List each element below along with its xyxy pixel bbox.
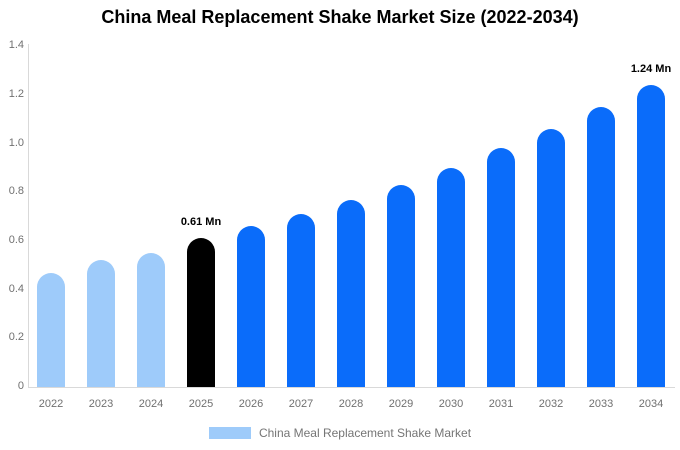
bar-2034[interactable] <box>637 85 665 387</box>
x-tick-label-2029: 2029 <box>388 398 414 410</box>
x-tick-label-2032: 2032 <box>538 398 564 410</box>
x-tick-label-2024: 2024 <box>138 398 164 410</box>
bar-2026[interactable] <box>237 226 265 387</box>
value-label-2025: 0.61 Mn <box>180 216 222 229</box>
value-label-2034: 1.24 Mn <box>630 63 672 76</box>
y-tick-label-0.8: 0.8 <box>8 185 24 198</box>
x-tick-label-2025: 2025 <box>188 398 214 410</box>
y-tick-label-0: 0 <box>17 380 24 392</box>
legend-swatch <box>208 427 251 439</box>
y-tick-label-0.6: 0.6 <box>8 233 24 246</box>
y-tick-label-0.2: 0.2 <box>8 331 24 344</box>
x-tick-label-2031: 2031 <box>488 398 514 410</box>
bar-2029[interactable] <box>387 184 415 387</box>
y-tick-label-0.4: 0.4 <box>8 282 24 295</box>
x-tick-label-2034: 2034 <box>638 398 664 410</box>
legend-label: China Meal Replacement Shake Market <box>258 426 472 440</box>
bar-2032[interactable] <box>537 128 565 387</box>
bar-2022[interactable] <box>37 272 65 387</box>
x-tick-label-2033: 2033 <box>588 398 614 410</box>
x-tick-label-2023: 2023 <box>88 398 114 410</box>
x-tick-label-2030: 2030 <box>438 398 464 410</box>
bar-2023[interactable] <box>87 260 115 387</box>
x-tick-label-2028: 2028 <box>338 398 364 410</box>
bar-2027[interactable] <box>287 214 315 387</box>
y-tick-label-1.4: 1.4 <box>8 39 24 52</box>
bar-2031[interactable] <box>487 148 515 387</box>
bar-2030[interactable] <box>437 167 465 387</box>
y-axis-line <box>28 44 29 387</box>
x-tick-label-2026: 2026 <box>238 398 264 410</box>
y-tick-label-1.2: 1.2 <box>8 87 24 100</box>
legend[interactable]: China Meal Replacement Shake Market <box>0 426 680 440</box>
x-tick-label-2022: 2022 <box>38 398 64 410</box>
bar-2033[interactable] <box>587 106 615 387</box>
y-tick-label-1.0: 1.0 <box>8 136 24 149</box>
chart-title: China Meal Replacement Shake Market Size… <box>101 7 579 27</box>
x-axis-line <box>28 387 675 388</box>
bar-2025[interactable] <box>187 238 215 387</box>
bar-2028[interactable] <box>337 199 365 387</box>
x-tick-label-2027: 2027 <box>288 398 314 410</box>
bar-2024[interactable] <box>137 253 165 387</box>
